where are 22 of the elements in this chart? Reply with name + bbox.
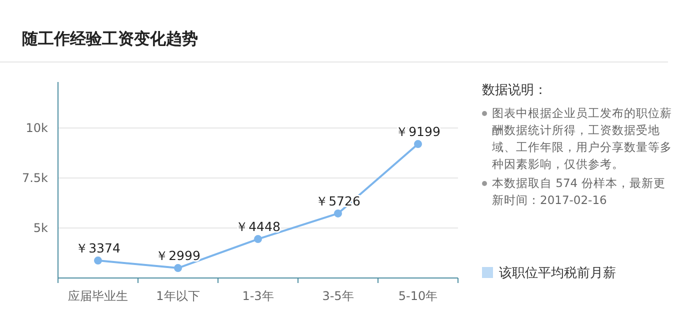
point <box>94 256 102 265</box>
data-label: ￥2999 <box>156 248 200 264</box>
data-label: ￥4448 <box>236 219 280 234</box>
point <box>174 264 182 272</box>
chart-title: 随工作经验工资变化趋势 <box>22 29 198 48</box>
data-label: ￥3374 <box>76 240 120 256</box>
text: 图表中根据企业员工发布的职位薪酬数据统计所得，工资数据受地域、工作年限，用户分享数量等多种因素影响，仅供参考。 <box>482 105 672 173</box>
text: 本数据取自 574 份样本，最新更新时间：2017-02-16 <box>482 175 672 209</box>
legend-label: 该职位平均税前月薪 <box>498 265 616 282</box>
data-label: ￥9199 <box>396 124 440 140</box>
y-tick-label: 7.5k <box>22 171 48 185</box>
x-tick-label: 5-10年 <box>398 289 438 303</box>
x-tick-label: 应届毕业生 <box>68 289 128 303</box>
x-tick-label: 1-3年 <box>242 289 274 303</box>
x-tick-label: 1年以下 <box>156 289 200 303</box>
point <box>414 140 422 148</box>
point <box>254 235 262 244</box>
text: 数据说明： <box>482 82 548 99</box>
y-tick-label: 5k <box>33 221 48 235</box>
point <box>334 209 342 218</box>
y-tick-label: 10k <box>26 121 48 135</box>
x-tick-label: 3-5年 <box>322 289 354 303</box>
